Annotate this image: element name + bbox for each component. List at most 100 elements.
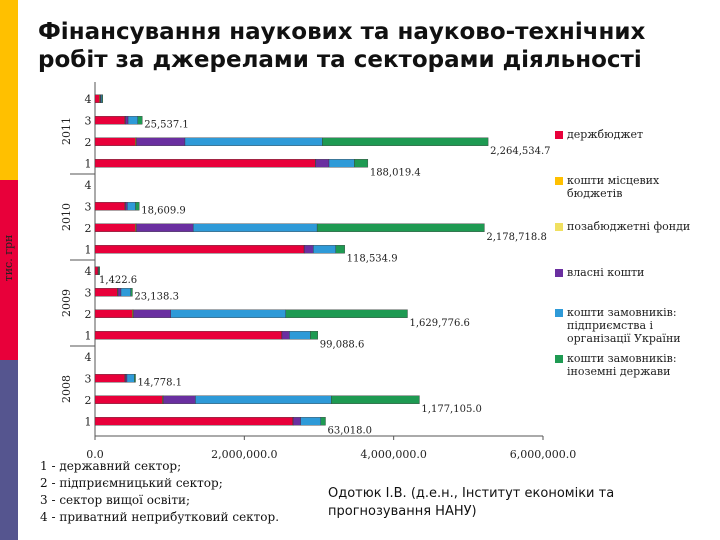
bar-segment [300,417,321,426]
bar-segment [134,374,136,383]
bar-segment [322,137,489,146]
x-tick-label: 4,000,000.0 [360,448,426,461]
data-label: 2,264,534.7 [490,146,550,157]
bar-segment [316,223,485,232]
bar-segment [120,288,131,297]
page-title: Фінансування наукових та науково-технічн… [38,18,698,74]
bar-segment [125,202,128,211]
bar-segment [328,159,355,168]
sector-tick-label: 1 [85,329,92,342]
year-label: 2011 [60,117,73,145]
bar-segment [125,116,129,125]
bar-segment [170,309,286,318]
bar-segment [94,417,294,426]
bar-segment [126,374,135,383]
bar-segment [125,374,128,383]
year-label: 2010 [60,203,73,231]
sector-tick-label: 3 [85,286,92,299]
x-tick-label: 2,000,000.0 [211,448,277,461]
sector-tick-label: 2 [85,308,92,321]
bar-segment [285,309,408,318]
author-credit: Одотюк І.В. (д.е.н., Інститут економіки … [328,486,615,519]
note-line: 2 - підприємницький сектор; [40,476,223,490]
bar-segment [192,223,318,232]
sector-tick-label: 3 [85,114,92,127]
data-label: 63,018.0 [327,425,372,436]
sector-tick-label: 2 [85,394,92,407]
bar-segment [94,245,305,254]
year-label: 2008 [60,375,73,403]
legend-swatch [555,355,563,363]
bar-segment [94,374,126,383]
bar-segment [117,288,122,297]
legend-item: держбюджет [555,128,692,141]
bar-segment [331,395,420,404]
sector-tick-label: 2 [85,222,92,235]
bar-segment [130,288,133,297]
bar-segment [310,331,319,340]
legend-label: кошти замовників: підприємства і організ… [567,306,681,345]
bar-segment [94,202,126,211]
bar-segment [137,116,143,125]
sector-tick-label: 4 [85,351,92,364]
bar-segment [304,245,314,254]
bar-segment [354,159,369,168]
bar-segment [163,395,196,404]
legend-swatch [555,223,563,231]
sector-tick-label: 1 [85,415,92,428]
data-label: 18,609.9 [141,205,186,216]
sector-tick-label: 2 [85,136,92,149]
data-label: 1,629,776.6 [409,318,469,329]
bar-segment [94,395,163,404]
bar-segment [98,266,100,275]
legend-label: власні кошти [567,266,645,279]
page-title-line2: робіт за джерелами та секторами діяльнос… [38,47,642,73]
bar-segment [135,202,140,211]
bar-segment [94,137,136,146]
bar-segment [101,94,103,103]
bar-segment [292,417,301,426]
sector-tick-label: 3 [85,200,92,213]
legend-swatch [555,269,563,277]
legend-swatch [555,131,563,139]
legend-item: кошти замовників: підприємства і організ… [555,306,692,345]
page-title-line1: Фінансування наукових та науково-технічн… [38,19,646,45]
decor-stripe-red [0,180,18,360]
note-line: 3 - сектор вищої освіти; [40,493,191,507]
legend-item: власні кошти [555,266,692,279]
bar-segment [195,395,332,404]
data-label: 1,422.6 [99,275,137,286]
bar-segment [94,288,118,297]
legend-label: позабюджетні фонди [567,220,691,233]
y-axis-label: тис. грн [2,235,15,282]
data-label: 99,088.6 [320,339,365,350]
bar-segment [94,266,99,275]
sector-tick-label: 1 [85,243,92,256]
bar-segment [136,223,194,232]
data-label: 25,537.1 [144,119,189,130]
legend-label: держбюджет [567,128,644,141]
year-label: 2009 [60,289,73,317]
legend-label: кошти замовників: іноземні держави [567,352,677,378]
legend-item: кошти замовників: іноземні держави [555,352,692,378]
legend-swatch [555,309,563,317]
note-line: 4 - приватний неприбутковий сектор. [40,510,280,524]
decor-stripe-purple [0,360,18,540]
bar-segment [335,245,345,254]
data-label: 118,534.9 [347,253,398,264]
data-label: 23,138.3 [134,291,179,302]
data-label: 2,178,718.8 [486,232,546,243]
bar-segment [94,116,126,125]
bar-segment [289,331,311,340]
bar-segment [94,159,316,168]
data-label: 1,177,105.0 [421,404,481,415]
x-tick-label: 0.0 [86,448,104,461]
decor-stripe-yellow [0,0,18,180]
note-line: 1 - державний сектор; [40,459,182,473]
data-label: 188,019.4 [370,167,421,178]
bar-segment [94,309,133,318]
legend-label: кошти місцевих бюджетів [567,174,660,200]
bar-segment [94,94,100,103]
bar-segment [184,137,323,146]
